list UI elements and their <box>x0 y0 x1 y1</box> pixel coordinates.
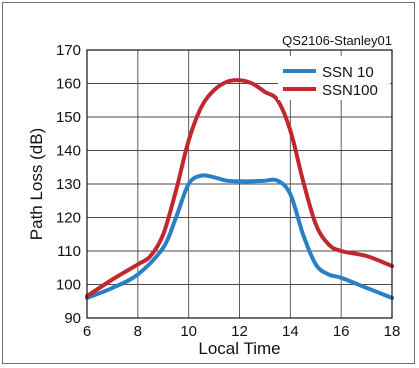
y-tick-label: 120 <box>56 210 81 227</box>
figure-id: QS2106-Stanley01 <box>282 33 392 48</box>
x-tick-label: 6 <box>83 323 91 340</box>
y-tick-label: 140 <box>56 143 81 160</box>
series-lines <box>85 78 394 300</box>
legend-label-2: SSN100 <box>322 82 378 99</box>
y-tick-label: 160 <box>56 76 81 93</box>
y-tick-label: 130 <box>56 176 81 193</box>
y-tick-label: 150 <box>56 109 81 126</box>
x-tick-label: 12 <box>231 323 248 340</box>
series-line-1 <box>85 173 394 300</box>
plot-border <box>86 49 393 319</box>
y-tick-label: 90 <box>64 310 81 327</box>
x-tick-label: 10 <box>180 323 197 340</box>
y-tick-label: 170 <box>56 42 81 59</box>
series-line-2 <box>85 78 394 299</box>
tick-labels: 6 8 10 12 14 16 18 90 100 110 120 130 140 150 160 170 <box>56 42 400 340</box>
y-axis-label: Path Loss (dB) <box>27 128 46 240</box>
x-tick-label: 8 <box>134 323 142 340</box>
legend-background <box>278 56 390 100</box>
x-tick-label: 18 <box>384 323 401 340</box>
x-tick-label: 14 <box>282 323 299 340</box>
y-tick-label: 100 <box>56 277 81 294</box>
x-axis-label: Local Time <box>198 339 280 358</box>
y-tick-label: 110 <box>57 243 81 260</box>
legend-label-1: SSN 10 <box>322 64 374 81</box>
x-tick-label: 16 <box>333 323 350 340</box>
